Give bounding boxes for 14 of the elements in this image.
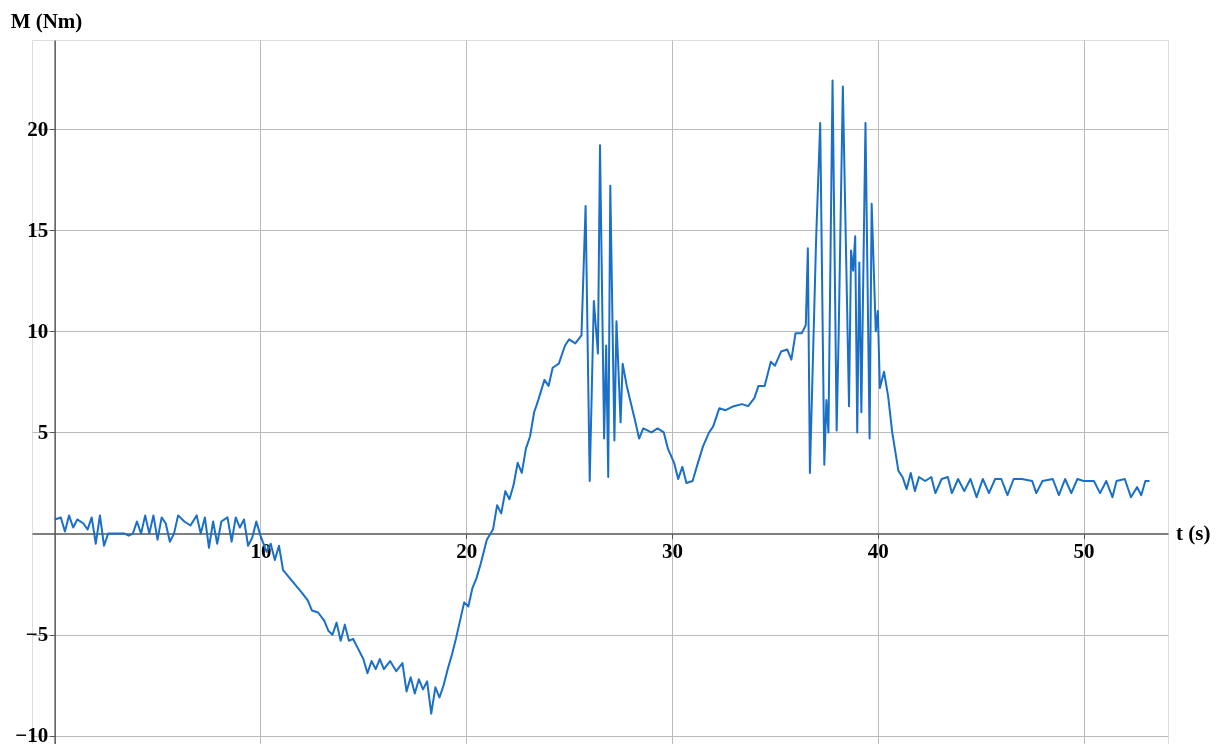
y-tick-label: 20 — [27, 116, 49, 141]
y-tick-label: 10 — [27, 318, 49, 343]
x-tick-label: 30 — [662, 539, 684, 564]
x-tick-label: 10 — [250, 539, 272, 564]
line-series — [53, 79, 1151, 715]
y-tick-label: −10 — [15, 723, 49, 744]
x-tick-label: 40 — [867, 539, 889, 564]
x-tick-label: 20 — [456, 539, 478, 564]
y-tick-label: 15 — [27, 217, 49, 242]
x-tick-label: 50 — [1073, 539, 1095, 564]
y-tick-label: −5 — [25, 622, 49, 647]
y-axis-title: M (Nm) — [10, 9, 83, 33]
x-axis-title: t (s) — [1176, 520, 1211, 545]
y-tick-label: 5 — [37, 419, 49, 444]
